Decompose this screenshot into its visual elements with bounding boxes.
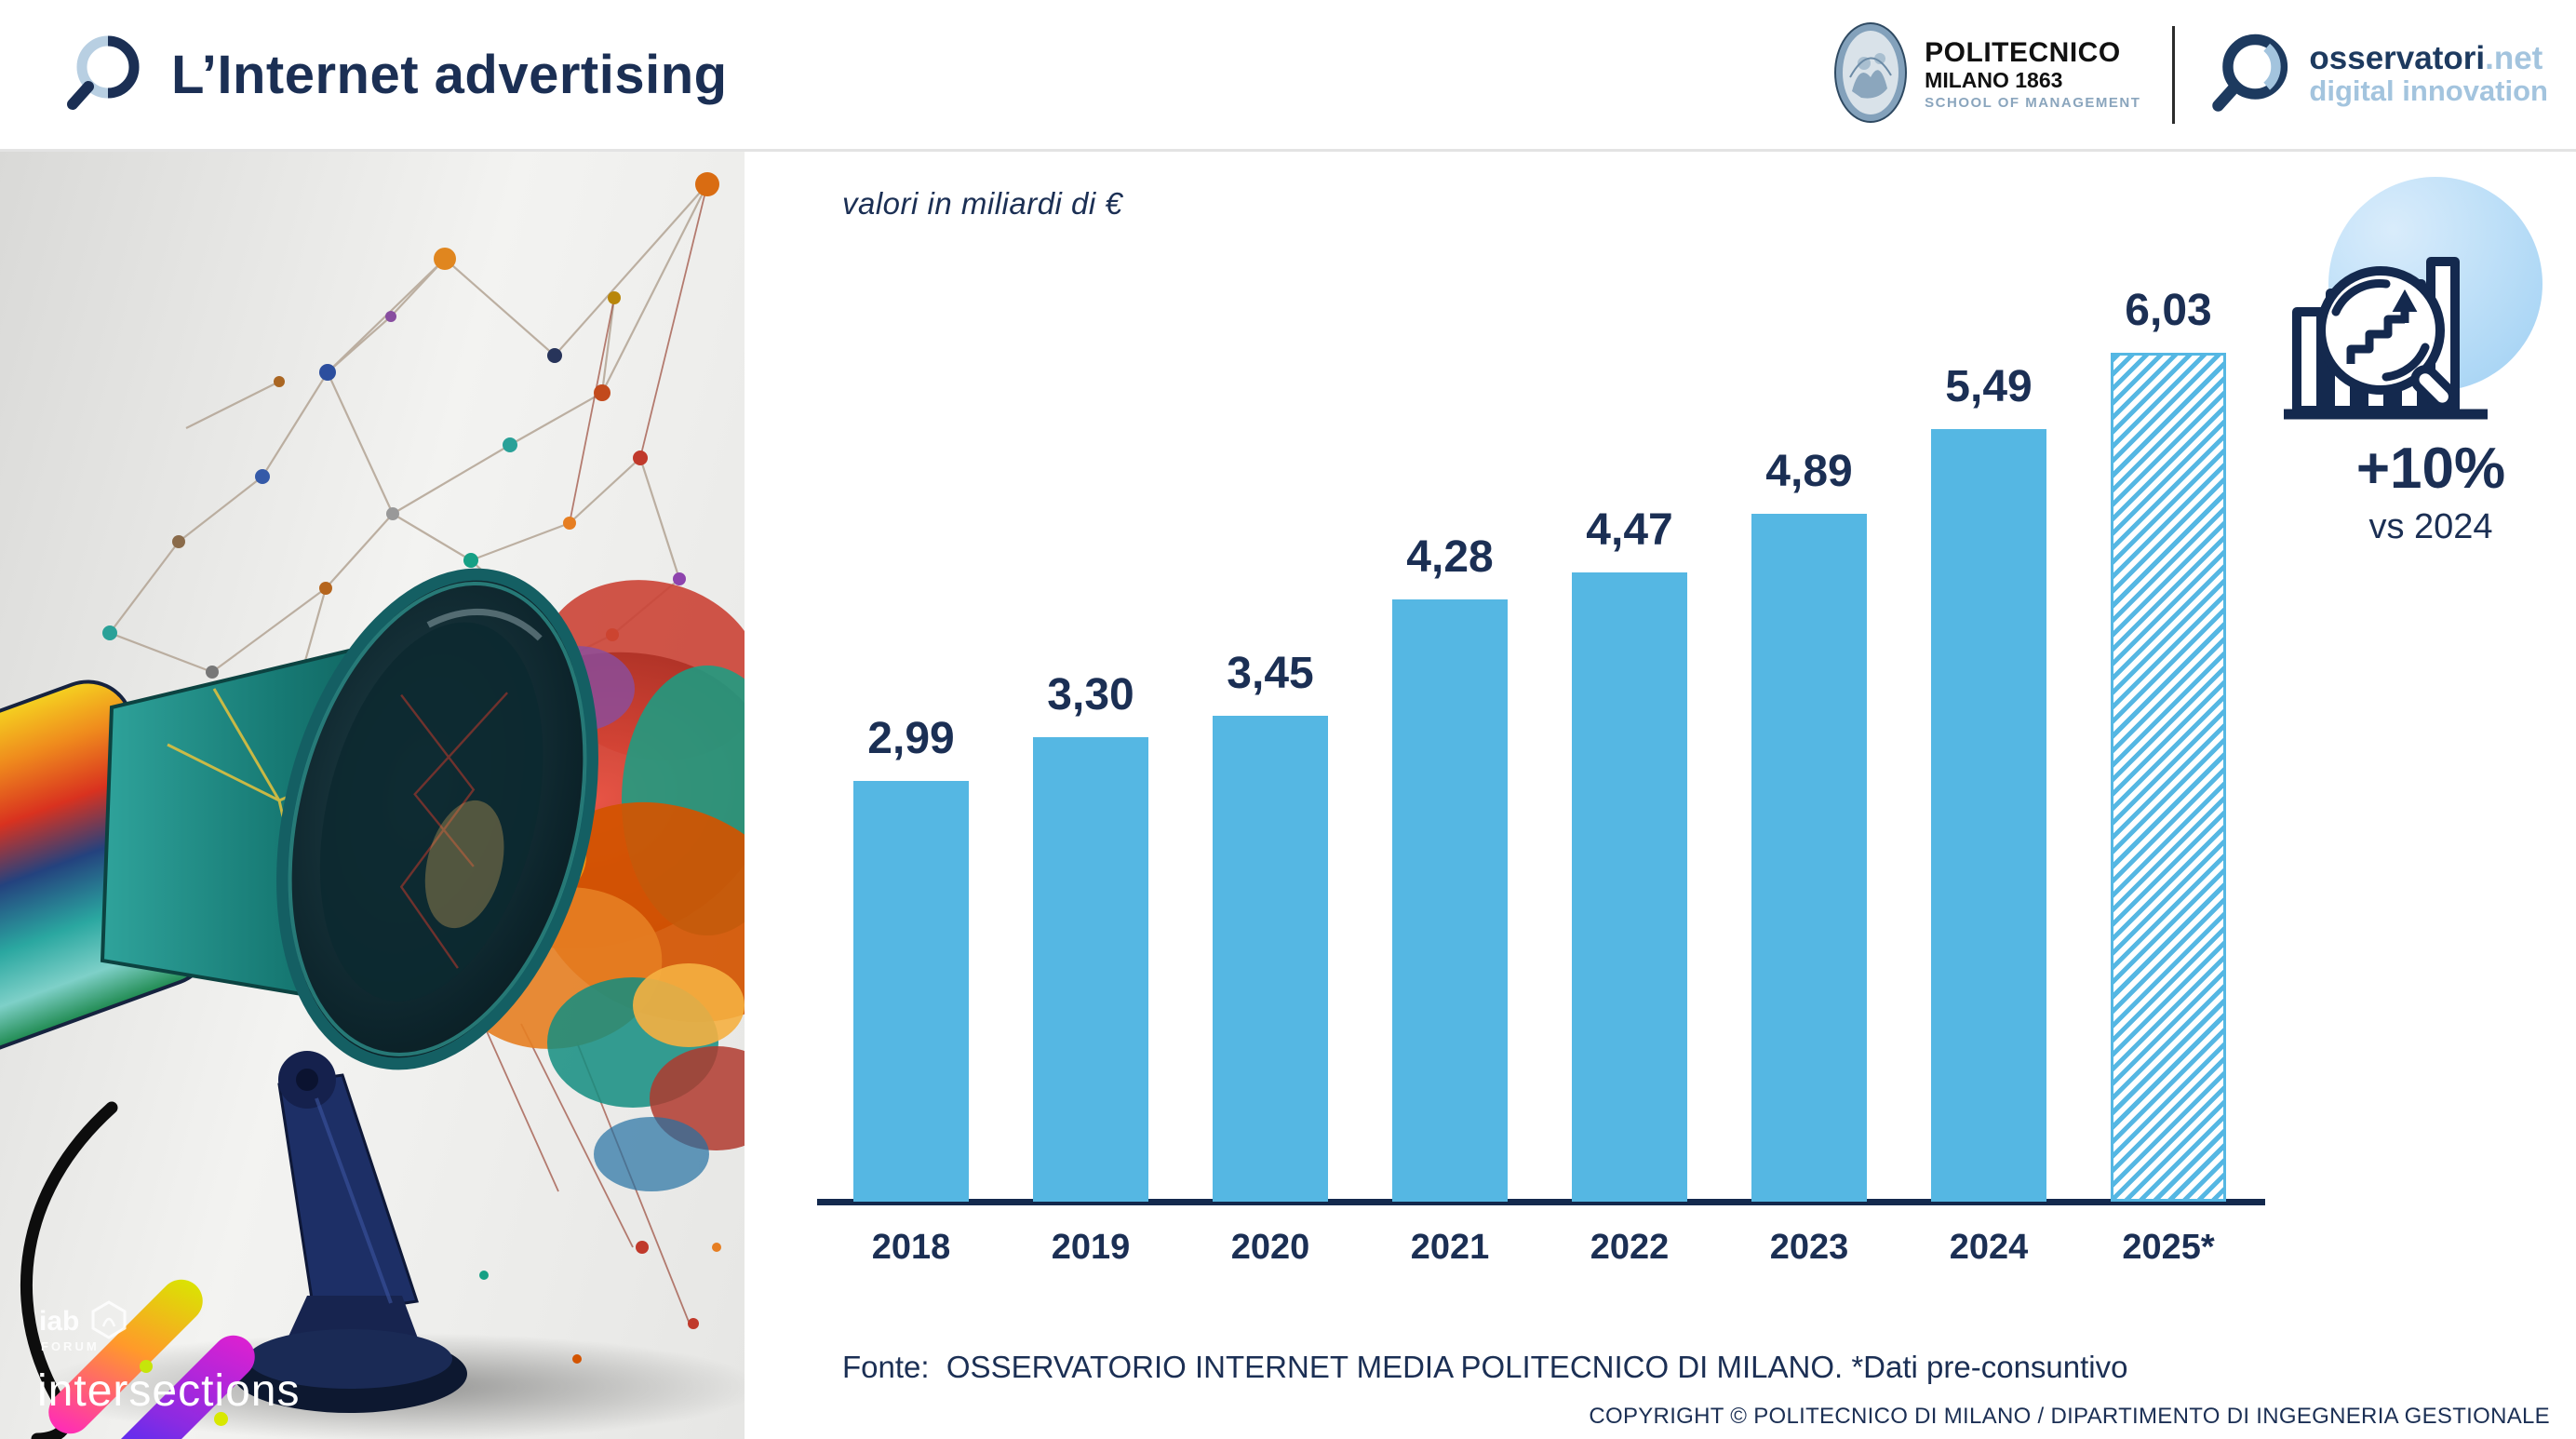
- bar-2025*: [2111, 353, 2226, 1202]
- bar-2023: [1751, 514, 1867, 1202]
- bar-2018: [853, 781, 969, 1202]
- growth-delta-value: +10%: [2355, 437, 2506, 501]
- magnifier-logo-icon: [61, 30, 147, 120]
- politecnico-line1: POLITECNICO: [1925, 37, 2121, 69]
- osservatori-logo-text: osservatori.net digital innovation: [2309, 40, 2548, 108]
- watermark-dot-green: [140, 1360, 153, 1373]
- bar-value-label-2020: 3,45: [1227, 649, 1314, 698]
- chart-unit-note: valori in miliardi di €: [842, 186, 1123, 221]
- bar-2021: [1392, 599, 1508, 1202]
- megaphone-illustration: [0, 172, 745, 1439]
- megaphone-artwork: iab FORUM intersections: [0, 149, 745, 1439]
- bar-2019: [1033, 737, 1148, 1202]
- iab-forum-text: FORUM: [41, 1339, 100, 1353]
- watermark-dot-yellow: [214, 1412, 228, 1426]
- bar-value-label-2024: 5,49: [1945, 362, 2033, 411]
- osservatori-logo: osservatori.net digital innovation: [2207, 28, 2548, 122]
- x-tick-label-2019: 2019: [1051, 1228, 1131, 1267]
- megaphone-stand: [233, 1051, 467, 1413]
- logo-divider: [2172, 25, 2176, 124]
- x-tick-label-2022: 2022: [1590, 1228, 1670, 1267]
- growth-magnifier-chart-icon: [2276, 226, 2495, 450]
- x-tick-label-2018: 2018: [871, 1228, 951, 1267]
- x-tick-label-2024: 2024: [1949, 1228, 2029, 1267]
- bar-2020: [1213, 716, 1328, 1202]
- x-tick-label-2021: 2021: [1410, 1228, 1490, 1267]
- politecnico-seal-icon: [1833, 21, 1908, 128]
- intersections-watermark: iab FORUM intersections: [0, 1271, 745, 1439]
- megaphone-bell: [276, 568, 598, 1070]
- title-group: L’Internet advertising: [61, 0, 728, 149]
- iab-logo-text: iab: [39, 1306, 80, 1337]
- x-tick-label-2025*: 2025*: [2122, 1228, 2215, 1267]
- politecnico-logo: POLITECNICO MILANO 1863 SCHOOL OF MANAGE…: [1833, 21, 2140, 128]
- bar-value-label-2023: 4,89: [1765, 447, 1853, 496]
- growth-delta-caption: vs 2024: [2368, 507, 2493, 546]
- politecnico-line3: SCHOOL OF MANAGEMENT: [1925, 94, 2141, 111]
- bar-value-label-2019: 3,30: [1047, 670, 1134, 720]
- page-title: L’Internet advertising: [171, 44, 728, 105]
- x-tick-label-2020: 2020: [1230, 1228, 1310, 1267]
- politecnico-logo-text: POLITECNICO MILANO 1863 SCHOOL OF MANAGE…: [1925, 37, 2140, 111]
- osservatori-magnifier-icon: [2207, 28, 2296, 122]
- osservatori-brand: osservatori.net: [2309, 40, 2543, 77]
- x-axis-line: [817, 1199, 2265, 1205]
- bar-value-label-2021: 4,28: [1406, 532, 1494, 582]
- bar-value-label-2025*: 6,03: [2125, 286, 2212, 335]
- copyright-note: COPYRIGHT © POLITECNICO DI MILANO / DIPA…: [1589, 1404, 2550, 1429]
- osservatori-tagline: digital innovation: [2309, 74, 2548, 108]
- bar-2022: [1572, 572, 1687, 1202]
- network-web: [85, 183, 708, 859]
- bar-value-label-2022: 4,47: [1586, 505, 1673, 555]
- intersections-text: intersections: [37, 1366, 301, 1416]
- bar-chart: 2,99 2018 3,30 2019 3,45 2020 4,28 2021 4,47 2022…: [817, 286, 2265, 1267]
- bar-value-label-2018: 2,99: [867, 714, 955, 763]
- logo-group: POLITECNICO MILANO 1863 SCHOOL OF MANAGE…: [1833, 0, 2548, 149]
- slide-header: L’Internet advertising POLITECNICO MILAN…: [0, 0, 2576, 152]
- politecnico-line2: MILANO 1863: [1925, 68, 2063, 93]
- source-note: Fonte: OSSERVATORIO INTERNET MEDIA POLIT…: [842, 1350, 2128, 1384]
- x-tick-label-2023: 2023: [1769, 1228, 1849, 1267]
- bar-2024: [1931, 429, 2046, 1202]
